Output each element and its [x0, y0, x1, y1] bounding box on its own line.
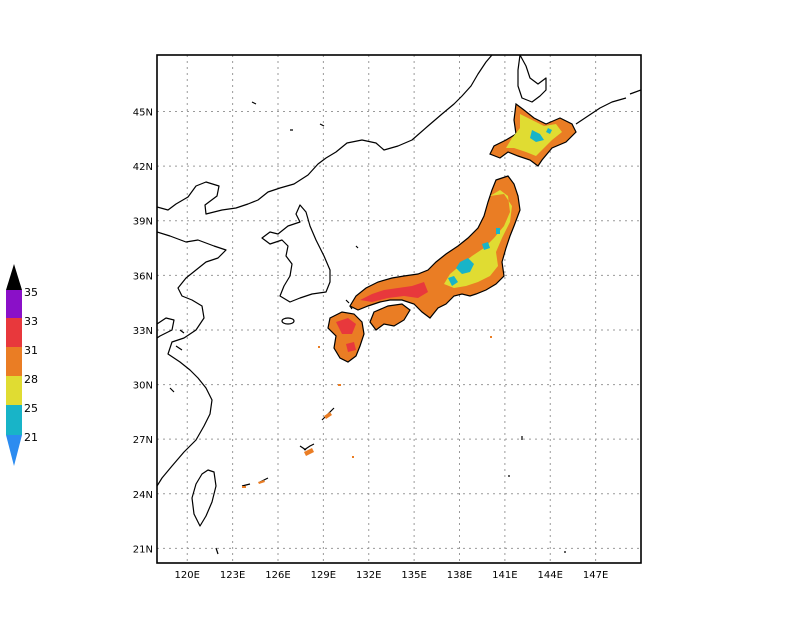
china-coastline — [157, 231, 227, 487]
latitude-tick-label: 21N — [133, 544, 153, 555]
colorbar-label: 25 — [24, 402, 38, 415]
colorbar-extend-bottom — [6, 435, 22, 466]
colorbar-segment-25-28 — [6, 376, 22, 405]
longitude-tick-label: 129E — [311, 570, 336, 581]
jeju-island — [281, 317, 295, 325]
latitude-tick-label: 36N — [133, 271, 153, 282]
colorbar-label: 31 — [24, 344, 38, 357]
longitude-tick-label: 123E — [220, 570, 245, 581]
map-frame — [156, 54, 642, 564]
longitude-tick-label: 120E — [175, 570, 200, 581]
kuril-islands — [575, 89, 641, 125]
latitude-tick-label: 30N — [133, 381, 153, 392]
latitude-tick-label: 33N — [133, 326, 153, 337]
longitude-labels: 120E 123E 126E 129E 132E 135E 138E 141E 144E 147E — [175, 570, 609, 581]
shikoku-fill — [369, 303, 411, 331]
latitude-tick-label: 45N — [133, 107, 153, 118]
latitude-tick-label: 39N — [133, 217, 153, 228]
korea-peninsula-coastline — [261, 204, 331, 303]
small-islands — [169, 101, 566, 555]
longitude-tick-label: 141E — [492, 570, 517, 581]
longitude-tick-label: 126E — [265, 570, 290, 581]
colorbar-extend-top — [6, 264, 22, 290]
latitude-tick-label: 24N — [133, 490, 153, 501]
colorbar-segment-33-35 — [6, 290, 22, 318]
colorbar: 35 33 31 28 25 21 — [6, 264, 38, 466]
longitude-tick-label: 147E — [583, 570, 608, 581]
temperature-field — [242, 102, 577, 488]
colorbar-label: 33 — [24, 315, 38, 328]
colorbar-label: 21 — [24, 431, 38, 444]
longitude-tick-label: 144E — [538, 570, 563, 581]
colorbar-segment-28-31 — [6, 347, 22, 376]
mainland-coastline — [157, 55, 493, 215]
longitude-tick-label: 138E — [447, 570, 472, 581]
colorbar-label: 35 — [24, 286, 38, 299]
honshu-fill — [349, 175, 521, 319]
longitude-tick-label: 135E — [401, 570, 426, 581]
colorbar-label: 28 — [24, 373, 38, 386]
shandong-coast — [157, 317, 175, 339]
graticule — [157, 55, 641, 563]
colorbar-segment-31-33 — [6, 318, 22, 347]
latitude-tick-label: 42N — [133, 162, 153, 173]
taiwan-coastline — [191, 469, 217, 527]
colorbar-segment-21-25 — [6, 405, 22, 435]
longitude-tick-label: 132E — [356, 570, 381, 581]
latitude-labels: 45N 42N 39N 36N 33N 30N 27N 24N 21N — [133, 107, 153, 555]
latitude-tick-label: 27N — [133, 435, 153, 446]
sakhalin-coastline — [517, 55, 547, 103]
